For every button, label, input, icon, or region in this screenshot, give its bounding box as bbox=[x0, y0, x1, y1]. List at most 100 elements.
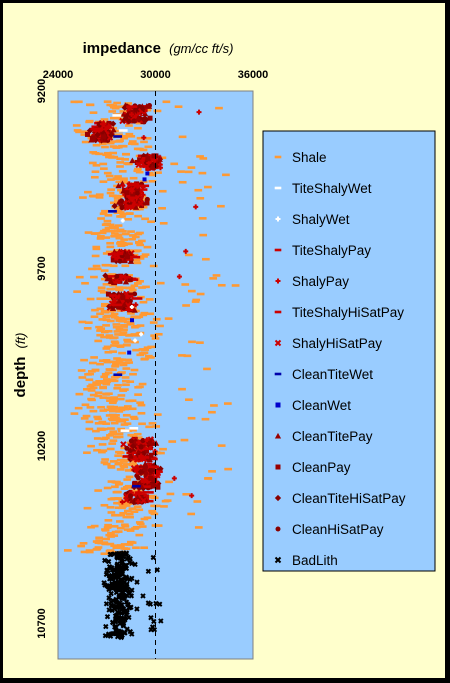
chart-frame: impedance (gm/cc ft/s) depth (ft) 24000 3… bbox=[3, 3, 445, 678]
pay-point bbox=[135, 493, 147, 497]
pay-point bbox=[152, 440, 160, 446]
pay-point bbox=[149, 164, 156, 170]
pay-point bbox=[140, 478, 146, 484]
pay-point bbox=[120, 441, 127, 448]
shale-point bbox=[95, 196, 104, 199]
shale-point bbox=[97, 289, 106, 293]
badlith-point bbox=[102, 633, 109, 639]
shale-point bbox=[107, 464, 116, 468]
shale-point bbox=[193, 500, 202, 503]
shale-point bbox=[70, 100, 79, 104]
badlith-point bbox=[106, 607, 112, 613]
shale-point bbox=[81, 140, 90, 144]
shale-point bbox=[73, 129, 82, 132]
pay-point bbox=[90, 135, 96, 141]
pay-point bbox=[128, 196, 140, 200]
pay-point bbox=[143, 473, 149, 479]
legend-marker bbox=[274, 432, 282, 439]
shale-point bbox=[140, 311, 149, 315]
shale-point bbox=[118, 117, 127, 121]
shale-point bbox=[136, 231, 144, 235]
wet-point bbox=[133, 338, 138, 343]
shale-point bbox=[106, 319, 115, 323]
pay-point bbox=[144, 154, 156, 157]
shale-point bbox=[121, 376, 130, 379]
shale-point bbox=[117, 394, 126, 397]
shale-point bbox=[138, 286, 146, 289]
pay-point bbox=[129, 112, 135, 118]
shale-point bbox=[100, 330, 109, 334]
shale-point bbox=[136, 136, 145, 140]
shale-point bbox=[104, 396, 113, 400]
shale-point bbox=[84, 231, 93, 234]
shale-point bbox=[125, 399, 134, 403]
wet-point bbox=[108, 210, 117, 213]
shale-point bbox=[148, 509, 157, 513]
pay-point bbox=[145, 166, 151, 172]
pay-point bbox=[117, 258, 123, 264]
shale-point bbox=[116, 468, 125, 471]
pay-point bbox=[122, 278, 130, 285]
shale-point bbox=[121, 158, 129, 161]
pay-point bbox=[122, 274, 128, 280]
shale-point bbox=[109, 283, 117, 287]
shale-point bbox=[102, 153, 111, 157]
shale-point bbox=[99, 180, 108, 183]
pay-point bbox=[138, 184, 150, 188]
shale-point bbox=[103, 297, 112, 300]
shale-point bbox=[123, 486, 131, 489]
wet-point bbox=[142, 177, 147, 182]
shale-point bbox=[102, 347, 111, 350]
shale-point bbox=[85, 549, 94, 552]
shale-point bbox=[100, 335, 108, 339]
badlith-point bbox=[117, 603, 123, 609]
shale-point bbox=[201, 417, 210, 421]
badlith-point bbox=[105, 584, 112, 590]
pay-point bbox=[142, 466, 148, 472]
shale-point bbox=[115, 133, 123, 136]
y-tick-labels: 9200 9700 10200 10700 bbox=[36, 79, 48, 639]
shale-point bbox=[104, 350, 113, 354]
shale-point bbox=[117, 105, 125, 108]
badlith-point bbox=[123, 551, 129, 557]
badlith-point bbox=[103, 571, 110, 578]
shale-point bbox=[102, 378, 111, 381]
legend-marker bbox=[274, 155, 282, 159]
shale-point bbox=[177, 170, 185, 173]
shale-point bbox=[114, 490, 122, 494]
pay-point bbox=[127, 277, 133, 283]
shale-point bbox=[106, 141, 115, 145]
badlith-point bbox=[116, 579, 123, 585]
shale-point bbox=[140, 351, 149, 355]
shale-point bbox=[104, 264, 112, 267]
shale-point bbox=[136, 401, 145, 404]
shale-point bbox=[130, 510, 139, 513]
pay-point bbox=[120, 295, 126, 301]
pay-point bbox=[144, 200, 150, 206]
pay-point bbox=[124, 190, 130, 196]
shale-point bbox=[105, 533, 114, 537]
shale-point bbox=[129, 372, 137, 376]
shale-point bbox=[83, 387, 91, 391]
shale-point bbox=[114, 288, 123, 291]
badlith-point bbox=[108, 590, 114, 597]
pay-point bbox=[171, 475, 177, 481]
shale-point bbox=[196, 155, 204, 158]
shale-point bbox=[109, 497, 118, 500]
shale-point bbox=[134, 126, 142, 130]
shale-point bbox=[124, 217, 132, 221]
shale-point bbox=[138, 422, 146, 426]
shale-point bbox=[147, 220, 155, 224]
shale-point bbox=[106, 287, 115, 291]
shale-point bbox=[152, 451, 161, 454]
shale-point bbox=[101, 542, 110, 546]
shale-point bbox=[102, 359, 111, 362]
pay-point bbox=[142, 485, 154, 488]
pay-point bbox=[143, 103, 150, 109]
shale-point bbox=[123, 405, 132, 408]
pay-point bbox=[129, 188, 135, 194]
shale-point bbox=[112, 177, 121, 180]
shale-point bbox=[124, 509, 132, 513]
shale-point bbox=[181, 283, 190, 286]
shale-point bbox=[108, 273, 117, 276]
